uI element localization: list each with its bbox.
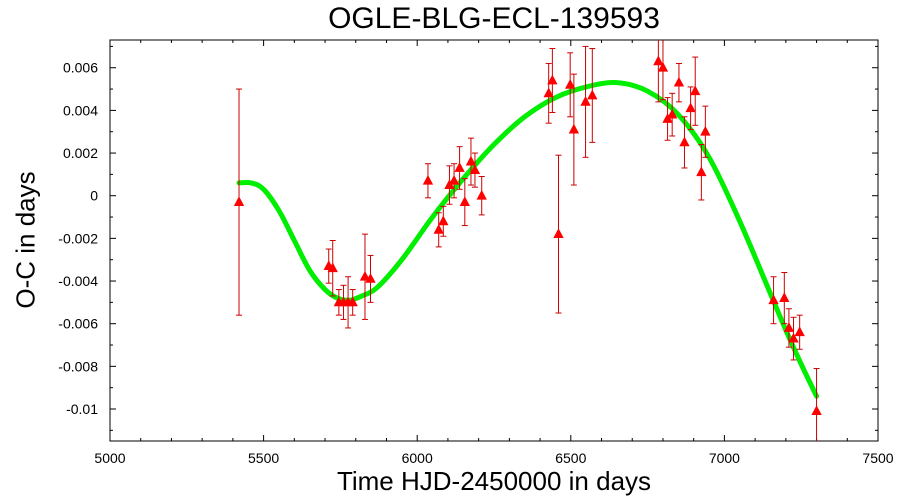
data-point [359,270,371,281]
data-point [568,123,580,134]
chart-title: OGLE-BLG-ECL-139593 [328,2,660,35]
data-point [811,405,822,416]
x-tick-label: 7000 [709,450,740,466]
data-point [696,166,707,177]
plot-frame [109,39,879,442]
y-tick: 0.002 [63,145,878,161]
y-tick: 0 [90,188,878,204]
y-tick: -0.006 [58,316,878,332]
data-point [565,78,576,89]
data-point [783,322,795,332]
data-point [667,108,678,119]
y-tick-label: -0.01 [66,401,98,417]
x-tick: 7000 [709,40,740,466]
data-points-layer [233,55,822,416]
data-point [587,89,598,100]
y-tick: -0.008 [58,358,878,374]
data-point [547,74,558,85]
data-point [779,292,790,302]
data-point [347,296,358,307]
data-point [700,125,711,136]
data-point [448,174,460,185]
data-point [459,196,470,207]
x-tick-label: 5000 [94,450,125,466]
data-point [422,174,434,185]
data-point [768,294,779,305]
y-tick-label: -0.002 [58,230,98,246]
x-tick-label: 5500 [248,450,279,466]
data-point [553,228,564,239]
data-point [657,61,669,72]
x-tick-label: 6500 [555,450,586,466]
fit-curve-layer [236,80,820,399]
y-tick-label: -0.006 [58,316,98,332]
x-tick: 6500 [555,40,587,466]
data-point [438,215,449,226]
x-tick-label: 7500 [862,450,893,466]
y-tick: -0.004 [58,273,878,289]
data-point [580,96,591,106]
x-tick: 5000 [94,40,126,466]
data-point [679,136,690,147]
data-point [673,76,685,87]
y-tick-label: 0 [90,188,98,204]
error-bars-layer [236,40,820,441]
fit-curve [236,80,820,399]
data-point [454,162,465,172]
data-point [365,273,376,283]
data-point [469,164,481,175]
data-point [327,262,338,273]
y-tick-label: 0.002 [63,145,98,161]
x-axis-label: Time HJD-2450000 in days [336,466,652,496]
x-tick: 6000 [402,40,433,466]
x-tick: 5500 [248,40,279,466]
y-tick-label: 0.004 [63,102,98,118]
data-point [653,55,664,66]
x-tick-label: 6000 [402,450,433,466]
y-tick-label: -0.008 [58,358,98,374]
y-tick: 0.004 [63,102,878,118]
y-axis-ticks: 0.006 0.004 0.002 0 -0.002 -0.004 -0.006 -0.008… [58,45,878,431]
data-point [794,326,805,337]
y-tick-label: -0.004 [58,273,98,289]
y-tick: -0.002 [58,230,878,246]
data-point [465,155,477,166]
data-point [788,332,799,343]
y-tick: -0.01 [66,401,878,417]
y-tick-label: 0.006 [63,60,98,76]
x-tick: 7500 [862,40,894,466]
y-tick: 0.006 [63,60,878,76]
data-point [433,223,444,234]
data-point [685,102,696,113]
x-axis-ticks: 5000 5500 6000 6500 7000 7500 [94,40,894,466]
data-point [233,196,245,207]
data-point [690,85,701,96]
data-point [476,189,487,200]
data-point [543,87,554,98]
error-bar [813,367,820,441]
